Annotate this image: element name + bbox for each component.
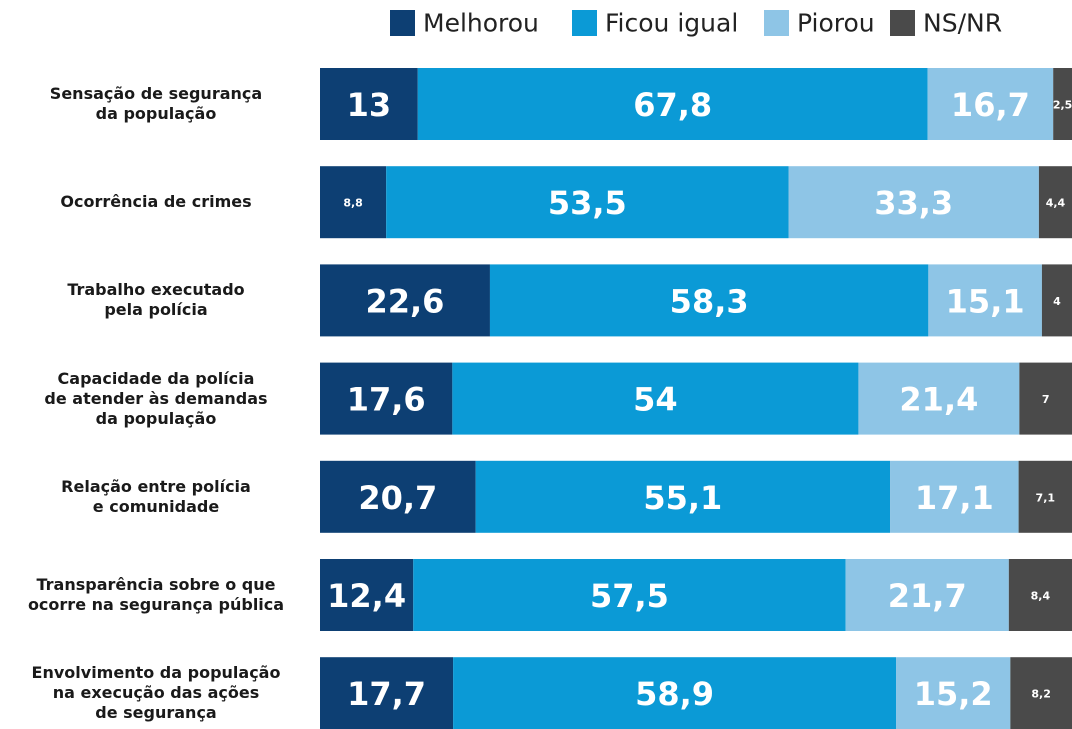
bar-segment bbox=[320, 657, 454, 729]
value-label: 58,3 bbox=[670, 282, 749, 320]
value-label: 8,4 bbox=[1031, 590, 1051, 603]
value-label: 21,4 bbox=[899, 381, 978, 419]
legend-swatch bbox=[890, 10, 915, 36]
bar-segment bbox=[489, 264, 929, 337]
value-label: 2,5 bbox=[1053, 99, 1072, 112]
value-label: 21,7 bbox=[888, 577, 967, 615]
legend-swatch bbox=[764, 10, 789, 36]
legend-swatch bbox=[390, 10, 415, 36]
value-label: 55,1 bbox=[643, 479, 722, 517]
legend-label: Ficou igual bbox=[605, 9, 738, 38]
value-label: 4 bbox=[1053, 295, 1061, 308]
bar-segment bbox=[845, 559, 1009, 631]
value-label: 53,5 bbox=[548, 184, 627, 222]
bar-segment bbox=[928, 264, 1042, 337]
bar-segment bbox=[1010, 657, 1072, 729]
bar-segment bbox=[386, 166, 789, 239]
value-label: 8,2 bbox=[1031, 688, 1051, 701]
category-label: Sensação de segurança da população bbox=[49, 84, 263, 123]
category-label: Envolvimento da população na execução da… bbox=[31, 663, 281, 723]
bar-segment bbox=[788, 166, 1039, 239]
bar-segment bbox=[320, 166, 387, 239]
value-label: 15,1 bbox=[946, 282, 1025, 320]
legend-swatch bbox=[572, 10, 597, 36]
value-label: 33,3 bbox=[874, 184, 953, 222]
bar-segment bbox=[890, 460, 1019, 533]
value-label: 58,9 bbox=[635, 675, 714, 713]
value-label: 16,7 bbox=[951, 86, 1030, 124]
bar-segment bbox=[1008, 559, 1072, 631]
bar-segment bbox=[1053, 68, 1072, 140]
value-label: 20,7 bbox=[358, 479, 437, 517]
bar-segment bbox=[413, 559, 846, 631]
legend-label: NS/NR bbox=[923, 9, 1002, 38]
value-label: 4,4 bbox=[1046, 197, 1066, 210]
bar-segment bbox=[453, 657, 897, 729]
value-label: 17,7 bbox=[347, 675, 426, 713]
bar-segment bbox=[858, 362, 1020, 435]
bar-segment bbox=[417, 68, 928, 140]
category-label: Transparência sobre o que ocorre na segu… bbox=[27, 575, 285, 614]
bar-segment bbox=[452, 362, 859, 435]
value-label: 17,6 bbox=[347, 381, 426, 419]
bar-segment bbox=[1018, 460, 1072, 533]
category-label: Ocorrência de crimes bbox=[60, 192, 252, 212]
value-label: 8,8 bbox=[343, 197, 363, 210]
bar-segment bbox=[1041, 264, 1072, 337]
bar-segment bbox=[320, 460, 476, 533]
value-label: 7,1 bbox=[1036, 491, 1056, 504]
category-label: Trabalho executado pela polícia bbox=[67, 280, 245, 320]
category-label: Capacidade da polícia de atender às dema… bbox=[44, 368, 268, 428]
value-label: 15,2 bbox=[914, 675, 993, 713]
bar-segment bbox=[475, 460, 891, 533]
value-label: 7 bbox=[1042, 393, 1050, 406]
category-label: Relação entre polícia e comunidade bbox=[61, 476, 251, 516]
value-label: 54 bbox=[633, 381, 678, 419]
bar-segment bbox=[927, 68, 1054, 140]
bar-segment bbox=[320, 559, 414, 631]
legend-label: Melhorou bbox=[423, 9, 539, 38]
bar-segment bbox=[320, 362, 453, 435]
bar-segment bbox=[1038, 166, 1072, 239]
value-label: 67,8 bbox=[633, 86, 712, 124]
value-label: 17,1 bbox=[915, 479, 994, 517]
value-label: 22,6 bbox=[365, 282, 444, 320]
bar-segment bbox=[320, 68, 418, 140]
value-label: 57,5 bbox=[590, 577, 669, 615]
value-label: 13 bbox=[347, 86, 392, 124]
bar-segment bbox=[1019, 362, 1072, 435]
bar-segment bbox=[320, 264, 490, 337]
value-label: 12,4 bbox=[327, 577, 406, 615]
legend-label: Piorou bbox=[797, 9, 875, 38]
bar-segment bbox=[896, 657, 1011, 729]
